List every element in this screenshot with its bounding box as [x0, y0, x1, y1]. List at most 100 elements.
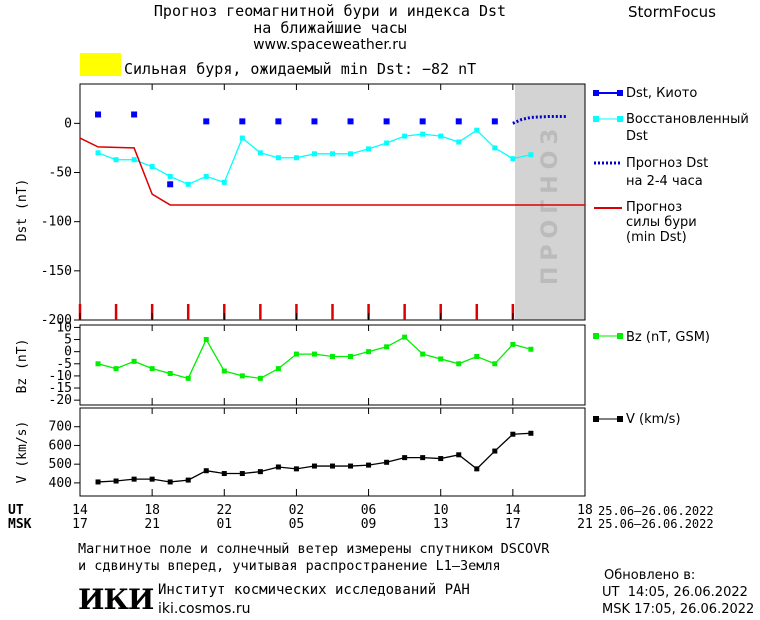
bz-point	[239, 373, 245, 379]
v-point	[113, 478, 119, 484]
v-y-tick-label: 400	[49, 476, 72, 491]
dst-kyoto-point	[95, 111, 102, 118]
dst-panel: ПРОГНОЗ 0 -50 -100 -150 -200 Dst (nT)	[15, 83, 586, 328]
v-point	[293, 466, 299, 472]
chart-title: Прогноз геомагнитной бури и индекса Dst	[153, 2, 507, 20]
dst-reconstructed-point	[474, 127, 480, 133]
legend-strength-label-3: (min Dst)	[626, 230, 687, 245]
dst-reconstructed-point	[131, 157, 137, 163]
iki-logo: ИКИ	[78, 583, 154, 616]
v-plot-frame	[79, 407, 586, 497]
bz-point	[366, 349, 372, 355]
dst-reconstructed-point	[420, 131, 426, 137]
dst-reconstructed-point	[293, 155, 299, 161]
msk-tick-label: 17	[505, 517, 521, 532]
legend-reconstructed-label: Восстановленный	[626, 112, 749, 127]
ut-axis-label: UT	[8, 503, 24, 518]
dst-y-axis: 0 -50 -100 -150 -200	[41, 116, 80, 328]
bz-point	[311, 351, 317, 357]
ut-tick-label: 18	[577, 503, 593, 518]
dst-plot-frame	[79, 83, 586, 321]
dst-strength-line	[79, 137, 585, 206]
dst-reconstructed-point	[221, 179, 227, 185]
legend-reconstructed-marker	[593, 116, 599, 122]
v-point	[330, 463, 335, 469]
footer-note-1: Магнитное поле и солнечный ветер измерен…	[78, 541, 550, 557]
dst-reconstructed-point	[528, 152, 534, 158]
msk-tick-label: 21	[144, 517, 160, 532]
legend-glyphs	[593, 90, 623, 422]
storm-banner-text: Сильная буря, ожидаемый min Dst: −82 nT	[124, 60, 477, 78]
dst-reconstructed-point	[402, 133, 408, 139]
dst-y-axis-label: Dst (nT)	[15, 179, 30, 242]
time-axis-ticks	[79, 313, 586, 496]
v-point	[149, 476, 155, 482]
legend-bz-marker	[617, 333, 623, 339]
dst-reconstructed-point	[330, 151, 335, 157]
v-point	[131, 476, 137, 482]
bz-point	[402, 334, 408, 340]
v-point	[221, 471, 227, 477]
dst-kyoto-point	[275, 118, 282, 125]
brand-name: StormFocus	[628, 3, 716, 21]
dst-reconstructed-point	[348, 151, 354, 157]
bz-point	[492, 361, 498, 367]
dst-kyoto-point	[347, 118, 354, 125]
bz-y-axis-label: Bz (nT)	[15, 339, 30, 394]
v-point	[95, 479, 101, 485]
bz-point	[275, 366, 281, 372]
v-point	[348, 463, 354, 469]
dst-reconstructed-point	[510, 156, 516, 162]
dst-reconstructed-line	[97, 129, 532, 186]
bz-point	[456, 361, 462, 367]
dst-reconstructed-point	[384, 140, 390, 146]
v-y-axis-label: V (km/s)	[15, 421, 30, 484]
legend-v-marker	[617, 416, 623, 422]
v-point	[366, 462, 372, 468]
site-link[interactable]: www.spaceweather.ru	[253, 37, 407, 53]
footer-note-2: и сдвинуты вперед, учитывая распростране…	[78, 558, 501, 574]
dst-kyoto-point	[131, 111, 138, 118]
dst-reconstructed-point	[239, 135, 245, 141]
bz-point	[330, 354, 335, 360]
msk-tick-label: 21	[577, 517, 593, 532]
msk-tick-label: 05	[288, 517, 305, 532]
bz-point	[257, 375, 263, 381]
dst-y-tick-label: 0	[64, 116, 72, 131]
legend-strength-label: Прогноз	[626, 200, 683, 215]
legend-kyoto-marker	[593, 90, 599, 96]
dst-reconstructed-point	[113, 157, 119, 163]
legend-kyoto-marker	[617, 90, 623, 96]
dst-reconstructed-point	[311, 151, 317, 157]
chart-subtitle: на ближайшие часы	[253, 19, 407, 37]
dst-y-tick-label: -150	[41, 264, 72, 279]
bz-y-tick-label: 10	[56, 320, 72, 335]
legend-bz-marker	[593, 333, 599, 339]
dst-reconstructed-point	[185, 181, 191, 187]
bz-series	[95, 334, 534, 381]
updated-msk: MSK 17:05, 26.06.2022	[602, 602, 755, 617]
bz-point	[438, 356, 444, 362]
dst-reconstructed-point	[438, 133, 444, 139]
updated-label: Обновлено в:	[604, 568, 696, 583]
dst-kyoto-point	[239, 118, 246, 125]
v-series	[95, 430, 534, 485]
institute-name: Институт космических исследований РАН	[158, 582, 470, 598]
v-point	[203, 468, 209, 474]
v-point	[510, 431, 516, 437]
bz-line	[97, 336, 532, 380]
v-point	[185, 477, 191, 483]
dst-reconstructed-point	[95, 150, 101, 156]
bz-y-tick-label: 5	[64, 333, 72, 348]
legend-v-marker	[593, 416, 599, 422]
bz-y-tick-label: -20	[49, 393, 72, 408]
dst-kyoto-point	[311, 118, 318, 125]
ut-date-range: 25.06–26.06.2022	[598, 504, 714, 518]
institute-site-link[interactable]: iki.cosmos.ru	[158, 601, 251, 617]
ut-tick-label: 06	[360, 503, 377, 518]
storm-level-swatch	[80, 53, 121, 76]
bz-point	[167, 370, 173, 376]
dst-series	[79, 111, 585, 206]
dst-kyoto-point	[383, 118, 390, 125]
